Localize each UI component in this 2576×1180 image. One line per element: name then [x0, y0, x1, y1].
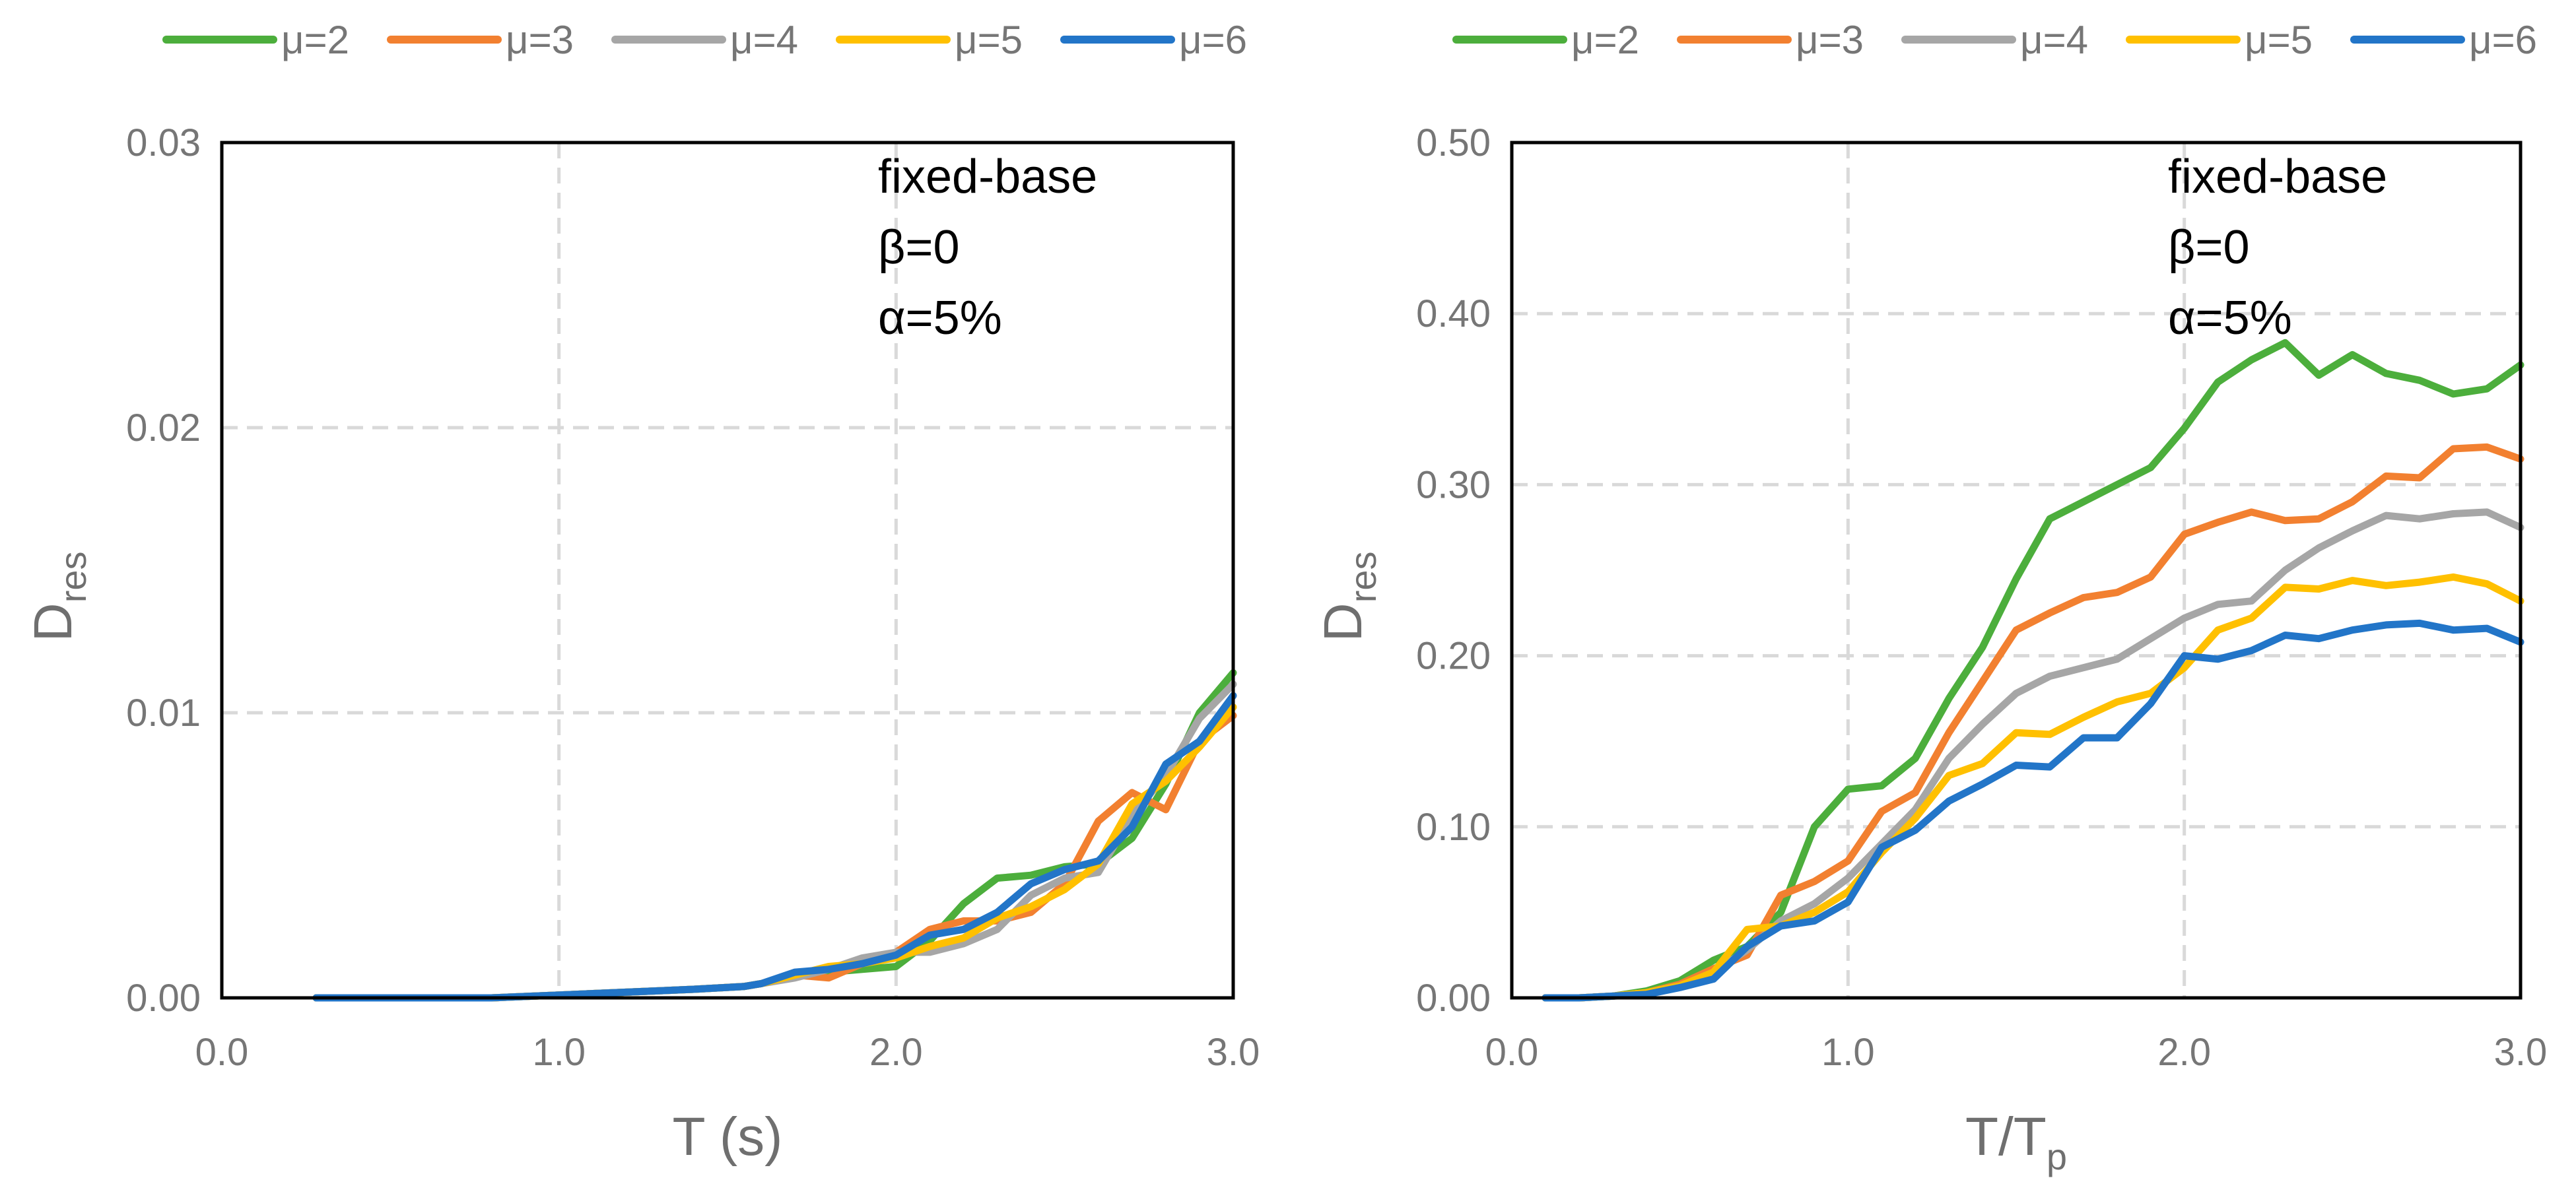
x-axis-label: T/Tp [1965, 1107, 2067, 1177]
legend: μ=2 μ=3 μ=4 μ=5 μ=6 [162, 18, 1247, 62]
annotation-text: fixed-base [878, 150, 1097, 203]
y-tick-label: 0.02 [126, 407, 201, 449]
y-tick-label: 0.00 [1416, 977, 1491, 1020]
legend-label: μ=6 [2469, 18, 2537, 62]
legend-label: μ=2 [281, 18, 349, 62]
y-axis-label: Dres [1313, 551, 1384, 641]
x-tick-label: 0.0 [195, 1031, 249, 1074]
legend-label: μ=4 [730, 18, 798, 62]
x-tick-label: 2.0 [2157, 1031, 2211, 1074]
y-tick-label: 0.30 [1416, 463, 1491, 506]
legend-label: μ=5 [2245, 18, 2313, 62]
y-tick-label: 0.20 [1416, 635, 1491, 678]
legend-label: μ=3 [506, 18, 574, 62]
legend-label: μ=4 [2020, 18, 2088, 62]
y-tick-label: 0.00 [126, 977, 201, 1020]
x-tick-label: 3.0 [1207, 1031, 1260, 1074]
x-tick-label: 2.0 [869, 1031, 923, 1074]
x-tick-label: 3.0 [2494, 1031, 2548, 1074]
right-chart-panel: 0.0 1.0 2.0 3.0 0.00 0.10 0.20 0.30 0.40 0.50 T/Tp… [1313, 18, 2547, 1177]
annotation-text: fixed-base [2168, 150, 2387, 203]
series-line-mu5 [1542, 573, 2525, 1002]
y-tick-label: 0.01 [126, 692, 201, 735]
legend-label: μ=5 [955, 18, 1023, 62]
series-line-mu6 [1542, 619, 2525, 1002]
plot-area-frame [220, 141, 1235, 1000]
y-tick-label: 0.03 [126, 121, 201, 164]
x-tick-label: 1.0 [1821, 1031, 1875, 1074]
annotation-text: α=5% [878, 292, 1002, 344]
legend: μ=2 μ=3 μ=4 μ=5 μ=6 [1452, 18, 2537, 62]
y-tick-label: 0.40 [1416, 292, 1491, 335]
annotation-text: β=0 [2168, 221, 2250, 274]
legend-label: μ=2 [1571, 18, 1639, 62]
x-tick-label: 1.0 [532, 1031, 586, 1074]
legend-label: μ=6 [1179, 18, 1247, 62]
y-tick-label: 0.10 [1416, 806, 1491, 849]
x-tick-label: 0.0 [1485, 1031, 1539, 1074]
y-axis-label: Dres [23, 551, 94, 641]
plot-area-frame [1510, 141, 2523, 1000]
x-axis-label: T (s) [672, 1107, 782, 1167]
y-tick-label: 0.50 [1416, 121, 1491, 164]
annotation-text: β=0 [878, 221, 960, 274]
annotation-text: α=5% [2168, 292, 2292, 344]
series-line-mu2 [1542, 339, 2525, 1002]
legend-label: μ=3 [1796, 18, 1864, 62]
series-line-mu6 [312, 692, 1237, 1002]
left-chart-panel: 0.0 1.0 2.0 3.0 0.00 0.01 0.02 0.03 T (s) Dres fix… [23, 18, 1260, 1167]
